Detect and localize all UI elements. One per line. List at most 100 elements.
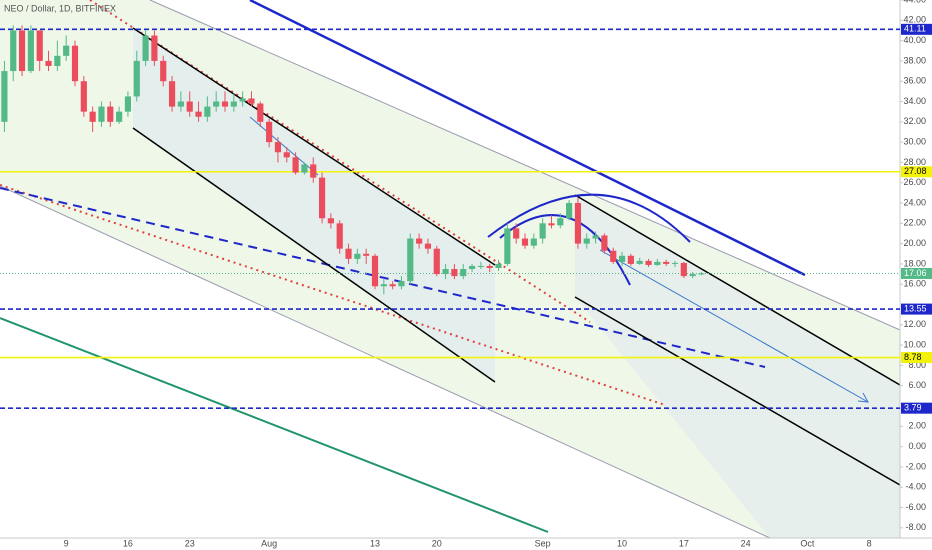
arrow — [599, 249, 869, 403]
x-tick-label: 17 — [679, 538, 689, 548]
level-label: 17.06 — [904, 268, 927, 278]
chart-title: NEO / Dollar, 1D, BITFINEX — [4, 3, 116, 13]
y-tick-label: 10.00 — [903, 340, 926, 350]
candle-body — [98, 106, 105, 122]
trend-line — [132, 127, 496, 383]
candle-body — [663, 261, 670, 264]
candle-body — [477, 265, 484, 267]
y-tick-label: 36.00 — [903, 76, 926, 86]
candle-body — [310, 164, 317, 178]
candle-body — [168, 81, 176, 107]
y-tick-label: -6.00 — [905, 502, 926, 512]
y-tick-label: 30.00 — [903, 136, 926, 146]
x-tick-label: 24 — [741, 538, 751, 548]
candle-body — [89, 111, 96, 122]
candle-body — [371, 255, 379, 287]
candle-body — [416, 238, 423, 244]
candle-body — [689, 274, 696, 277]
candle-body — [592, 235, 599, 239]
trend-line — [574, 194, 901, 386]
candle-body — [177, 101, 184, 107]
arc — [499, 214, 631, 286]
candle-body — [698, 273, 705, 275]
trend-line — [0, 187, 766, 368]
candle-body — [610, 250, 617, 262]
candle-body — [63, 45, 70, 56]
drawings — [0, 0, 901, 539]
level-label-bg — [901, 303, 932, 315]
level-label-bg — [901, 166, 932, 178]
candle-body — [460, 269, 467, 277]
candle-body — [363, 253, 370, 256]
x-tick-label: Sep — [535, 538, 551, 548]
candle-body — [354, 253, 361, 259]
y-tick-label: 32.00 — [903, 116, 926, 126]
candle-body — [221, 101, 229, 107]
candle-body — [451, 269, 458, 277]
level-label: 27.08 — [904, 166, 927, 176]
candle-body — [133, 60, 140, 97]
candle-body — [486, 265, 493, 268]
candle-body — [248, 98, 255, 104]
candle-body — [618, 255, 626, 262]
y-tick-label: -4.00 — [905, 482, 926, 492]
candle-body — [327, 218, 334, 224]
candle-body — [566, 203, 573, 219]
candle-body — [27, 30, 34, 72]
candle-body — [539, 223, 546, 239]
arc — [487, 193, 691, 243]
y-tick-label: 42.00 — [903, 15, 926, 25]
candle-body — [18, 30, 26, 72]
level-label-bg — [901, 352, 932, 364]
candle-body — [645, 260, 652, 265]
y-tick-label: 12.00 — [903, 319, 926, 329]
candle-body — [45, 60, 52, 66]
y-tick-label: 44.00 — [903, 0, 926, 4]
x-tick-label: 13 — [370, 538, 380, 548]
y-tick-label: 24.00 — [903, 197, 926, 207]
y-tick-label: 38.00 — [903, 55, 926, 65]
candle-body — [318, 177, 326, 219]
y-tick-label: -8.00 — [905, 522, 926, 532]
candle-body — [1, 71, 8, 122]
candle-body — [239, 98, 246, 102]
candle-body — [204, 106, 211, 117]
candle-body — [495, 263, 502, 268]
y-tick-label: 2.00 — [908, 421, 926, 431]
candle-body — [468, 265, 476, 269]
x-tick-label: 23 — [185, 538, 195, 548]
candle-body — [283, 152, 290, 158]
level-label-bg — [901, 23, 932, 35]
candle-body — [195, 111, 202, 117]
candle-body — [654, 261, 661, 265]
y-tick-label: 18.00 — [903, 258, 926, 268]
candle-body — [627, 255, 634, 264]
candle-body — [186, 101, 193, 112]
level-label-bg — [901, 267, 932, 279]
y-tick-label: 34.00 — [903, 96, 926, 106]
candle-body — [530, 238, 537, 246]
level-label: 13.55 — [904, 303, 927, 313]
trend-line — [132, 27, 496, 266]
candle-body — [601, 235, 608, 251]
level-label-bg — [901, 402, 932, 414]
trend-line — [574, 296, 901, 486]
candle-body — [557, 218, 564, 226]
candle-body — [583, 238, 590, 244]
candle-body — [36, 30, 43, 61]
y-tick-label: 40.00 — [903, 35, 926, 45]
x-tick-label: 8 — [867, 538, 872, 548]
candle-body — [389, 284, 396, 287]
candle-body — [433, 248, 440, 275]
y-tick-label: 22.00 — [903, 218, 926, 228]
candle-body — [257, 103, 264, 122]
level-label: 8.78 — [904, 352, 922, 362]
y-tick-label: 0.00 — [908, 441, 926, 451]
level-label: 41.11 — [904, 24, 926, 34]
candle-body — [124, 96, 132, 112]
candle-body — [636, 260, 643, 264]
trend-line — [0, 317, 549, 533]
candle-body — [160, 60, 167, 82]
level-label: 3.79 — [904, 403, 922, 413]
